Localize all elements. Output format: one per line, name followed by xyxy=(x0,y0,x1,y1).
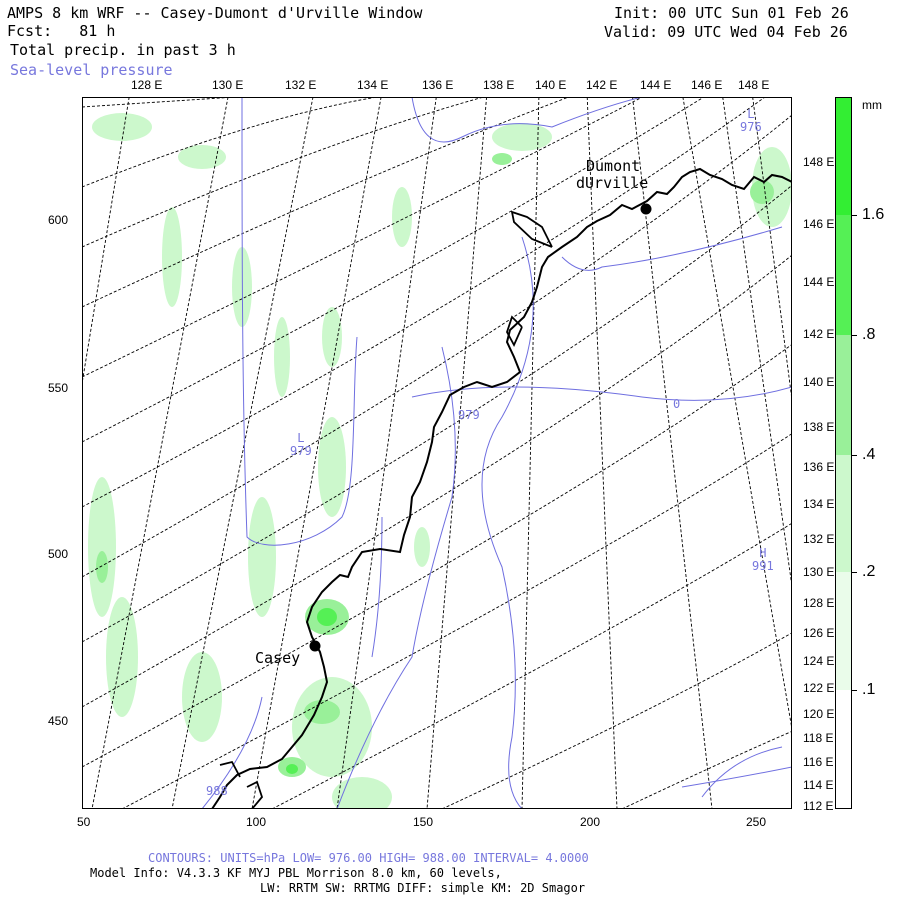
colorbar-segment xyxy=(835,690,852,809)
right-meridian-label: 122 E xyxy=(803,681,835,695)
colorbar-segment xyxy=(835,335,852,455)
pressure-value: 976 xyxy=(740,120,762,134)
right-meridian-label: 126 E xyxy=(803,626,835,640)
right-meridian-label: 140 E xyxy=(803,375,835,389)
top-longitude-label: 134 E xyxy=(357,78,389,92)
overlay-name: Sea-level pressure xyxy=(10,61,173,79)
x-axis-label: 100 xyxy=(246,815,267,829)
x-axis-label: 250 xyxy=(746,815,767,829)
colorbar-label: .4 xyxy=(862,446,876,463)
pressure-letter: H xyxy=(759,546,767,560)
colorbar-label: .2 xyxy=(862,563,876,580)
colorbar-tick xyxy=(851,455,857,456)
colorbar-tick xyxy=(851,572,857,573)
right-meridian-label: 136 E xyxy=(803,460,835,474)
x-axis-label: 150 xyxy=(413,815,434,829)
pressure-contours xyxy=(201,97,792,809)
pressure-letter: L xyxy=(297,431,305,445)
right-meridian-label: 144 E xyxy=(803,275,835,289)
top-longitude-label: 148 E xyxy=(738,78,770,92)
right-meridian-label: 148 E xyxy=(803,155,835,169)
pressure-low-label-1: L 976 xyxy=(740,108,762,134)
right-meridian-label: 134 E xyxy=(803,497,835,511)
forecast-label: Fcst: xyxy=(7,22,53,40)
pressure-high-label: H 991 xyxy=(752,547,774,573)
graticule-parallels xyxy=(82,97,792,809)
right-meridian-label: 128 E xyxy=(803,596,835,610)
forecast-hour: Fcst: 81 h xyxy=(7,23,115,40)
top-longitude-label: 128 E xyxy=(131,78,163,92)
pressure-value: 979 xyxy=(290,444,312,458)
y-axis-label: 600 xyxy=(48,213,69,227)
right-meridian-label: 132 E xyxy=(803,532,835,546)
right-meridian-label: 146 E xyxy=(803,217,835,231)
station-marker-dumont xyxy=(640,203,652,215)
pressure-contour-label-3: 988 xyxy=(206,784,228,798)
right-meridian-label: 142 E xyxy=(803,327,835,341)
x-axis-label: 50 xyxy=(77,815,91,829)
colorbar-tick xyxy=(851,335,857,336)
colorbar-label: 1.6 xyxy=(862,206,885,223)
precip-shading xyxy=(88,113,792,809)
pressure-value: 991 xyxy=(752,559,774,573)
x-axis-label: 200 xyxy=(580,815,601,829)
station-label-casey: Casey xyxy=(255,649,301,667)
colorbar-unit: mm xyxy=(862,98,882,112)
map-title: AMPS 8 km WRF -- Casey-Dumont d'Urville … xyxy=(7,4,423,22)
y-axis-label: 550 xyxy=(48,381,69,395)
physics-info: LW: RRTM SW: RRTMG DIFF: simple KM: 2D S… xyxy=(260,881,586,895)
init-time: Init: 00 UTC Sun 01 Feb 26 xyxy=(614,4,849,22)
map-panel xyxy=(82,97,792,809)
pressure-letter: L xyxy=(747,107,755,121)
right-meridian-label: 114 E xyxy=(803,778,834,792)
pressure-low-label-2: L 979 xyxy=(290,432,312,458)
top-longitude-label: 130 E xyxy=(212,78,244,92)
forecast-value: 81 h xyxy=(79,22,116,40)
field-name: Total precip. in past 3 h xyxy=(10,41,236,59)
y-axis-label: 500 xyxy=(48,547,69,561)
pressure-contour-label-2: 0 xyxy=(673,397,681,411)
colorbar-segment xyxy=(835,455,852,572)
contours-info: CONTOURS: UNITS=hPa LOW= 976.00 HIGH= 98… xyxy=(148,851,589,865)
top-longitude-label: 132 E xyxy=(285,78,317,92)
colorbar-tick xyxy=(851,215,857,216)
right-meridian-label: 130 E xyxy=(803,565,835,579)
station-label-dumont: Dumont dUrville xyxy=(576,157,648,192)
right-meridian-label: 112 E xyxy=(803,799,834,813)
colorbar-segment xyxy=(835,215,852,335)
station-name-line1: Dumont xyxy=(586,157,641,175)
top-longitude-label: 142 E xyxy=(586,78,618,92)
colorbar-label: .8 xyxy=(862,326,876,343)
top-longitude-label: 136 E xyxy=(422,78,454,92)
right-meridian-label: 116 E xyxy=(803,755,834,769)
station-marker-casey xyxy=(309,640,321,652)
colorbar-segment xyxy=(835,97,852,216)
coastline xyxy=(211,167,792,809)
station-name-line2: dUrville xyxy=(576,174,649,192)
y-axis-label: 450 xyxy=(48,714,69,728)
right-meridian-label: 124 E xyxy=(803,654,835,668)
top-longitude-label: 146 E xyxy=(691,78,723,92)
right-meridian-label: 120 E xyxy=(803,707,835,721)
top-longitude-label: 140 E xyxy=(535,78,567,92)
pressure-contour-label-1: 979 xyxy=(458,408,480,422)
model-info: Model Info: V4.3.3 KF MYJ PBL Morrison 8… xyxy=(90,866,502,880)
ice-shelf-outline xyxy=(219,210,553,809)
colorbar-label: .1 xyxy=(862,681,876,698)
right-meridian-label: 118 E xyxy=(803,731,834,745)
top-longitude-label: 138 E xyxy=(483,78,515,92)
valid-time: Valid: 09 UTC Wed 04 Feb 26 xyxy=(604,23,848,41)
top-longitude-label: 144 E xyxy=(640,78,672,92)
colorbar-segment xyxy=(835,572,852,690)
right-meridian-label: 138 E xyxy=(803,420,835,434)
precip-shading-strong xyxy=(286,608,337,774)
colorbar-tick xyxy=(851,690,857,691)
